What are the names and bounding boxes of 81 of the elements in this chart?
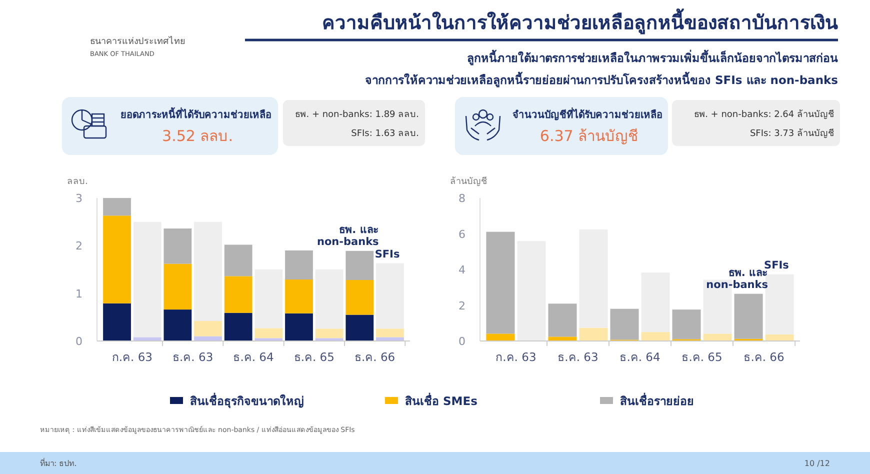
bar: [254, 270, 283, 328]
y-tick-label: 3: [76, 192, 82, 205]
x-tick-label: ธ.ค. 65: [682, 350, 722, 364]
legend-label: สินเชื่อ SMEs: [405, 392, 478, 408]
bar: [103, 303, 131, 341]
x-tick-label: ธ.ค. 64: [620, 350, 660, 364]
bar: [486, 334, 515, 341]
bar: [164, 264, 192, 310]
bar: [164, 310, 192, 341]
chart-subtitle: 3.52 ลลบ.: [162, 127, 233, 145]
x-tick-label: ธ.ค. 64: [233, 350, 274, 364]
y-tick-label: 8: [458, 192, 466, 205]
bar: [517, 241, 546, 341]
bar: [346, 250, 374, 280]
x-tick-label: ธ.ค. 63: [172, 350, 214, 364]
bar: [194, 336, 222, 341]
legend-label: สินเชื่อรายย่อย: [620, 392, 694, 408]
text: ที่มา: ธปท.: [40, 457, 77, 468]
bar: [641, 272, 670, 332]
bar: [194, 222, 222, 321]
bar: [376, 328, 404, 338]
text: 10 /12: [804, 459, 830, 468]
y-tick-label: 1: [76, 287, 82, 300]
text: ธนาคารแห่งประเทศไทย: [90, 36, 185, 47]
bar: [765, 334, 794, 341]
y-tick-label: 0: [458, 335, 466, 348]
text: ธพ. + non-banks: 2.64 ล้านบัญชี: [694, 109, 834, 120]
x-tick-label: ธ.ค. 63: [558, 350, 598, 364]
y-tick-label: 6: [458, 228, 466, 241]
bar: [103, 198, 131, 216]
bar: [315, 270, 344, 329]
bar: [579, 229, 608, 328]
annotation: SFIs: [764, 259, 789, 272]
chart-subtitle: 6.37 ล้านบัญชี: [540, 127, 638, 145]
bar: [486, 232, 515, 334]
text: ลูกหนี้ภายใต้มาตรการช่วยเหลือในภาพรวมเพิ่มขึ้นเล็กน้อยจากไตรมาสก่อน จากการให้ความช่วยเหลือลูกหนี้รายย่อยผ่านการปรับโครงสร้างหนี้ของ SFIs และ non-banks: [365, 49, 838, 88]
text: ความคืบหน้าในการให้ความช่วยเหลือลูกหนี้ของสถาบันการเงิน: [322, 8, 838, 35]
x-tick-label: ธ.ค. 66: [354, 350, 396, 364]
bar: [610, 308, 639, 340]
bar: [548, 304, 577, 337]
bar: [224, 312, 252, 341]
bar: [103, 216, 131, 304]
y-tick-label: 4: [458, 264, 466, 276]
bar: [285, 313, 313, 341]
bar: [376, 263, 404, 329]
chart-title: จำนวนบัญชีที่ได้รับความช่วยเหลือ: [512, 107, 662, 121]
text: ธพ. + non-banks: 1.89 ลลบ.: [295, 110, 419, 120]
bar: [641, 332, 670, 341]
x-tick-label: ธ.ค. 65: [294, 350, 334, 364]
bar: [579, 328, 608, 341]
bar: [285, 250, 313, 280]
bar: [224, 244, 252, 276]
y-axis-title: ลลบ.: [67, 177, 88, 187]
bar: [346, 280, 374, 315]
legend-label: สินเชื่อธุรกิจขนาดใหญ่: [190, 392, 304, 409]
y-tick-label: 2: [458, 299, 466, 312]
bar: [376, 337, 404, 341]
bar: [133, 337, 162, 341]
x-tick-label: ก.ค. 63: [496, 350, 536, 364]
bar: [548, 336, 577, 341]
y-tick-label: 2: [76, 240, 82, 253]
bar: [224, 276, 252, 313]
bar: [734, 294, 763, 339]
bar: [672, 310, 701, 340]
bar: [315, 328, 344, 338]
y-axis-title: ล้านบัญชี: [450, 176, 487, 187]
x-tick-label: ธ.ค. 66: [744, 350, 784, 364]
bar: [133, 222, 162, 338]
annotation: SFIs: [374, 248, 400, 260]
bar: [194, 320, 222, 336]
bar: [703, 334, 732, 341]
bar: [346, 314, 374, 341]
chart-title: ยอดภาระหนี้ที่ได้รับความช่วยเหลือ: [120, 107, 272, 121]
bar: [254, 328, 283, 338]
text: SFIs: 3.73 ล้านบัญชี: [750, 128, 834, 139]
y-tick-label: 0: [76, 335, 82, 348]
bar: [285, 280, 313, 314]
x-tick-label: ก.ค. 63: [112, 350, 152, 364]
annotation: ธพ. และ non-banks: [316, 224, 379, 248]
text: SFIs: 1.63 ลลบ.: [351, 129, 419, 139]
bar: [164, 228, 192, 264]
